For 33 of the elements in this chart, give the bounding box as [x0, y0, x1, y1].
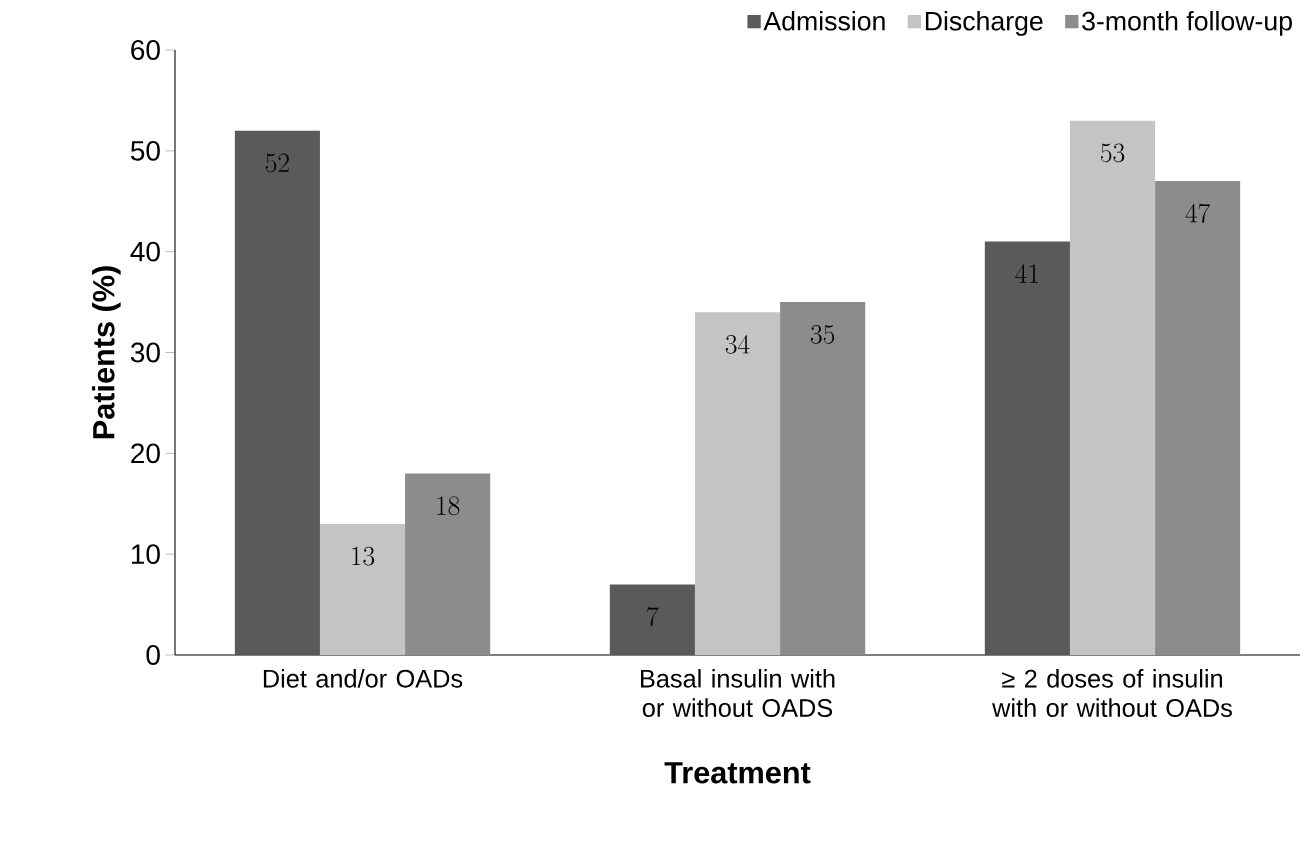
y-tick-label: 30 — [130, 342, 160, 363]
bar — [1069, 120, 1156, 655]
data-label: 41 — [1015, 264, 1038, 283]
x-tick-label: Basal insulin with or without OADS — [641, 669, 835, 717]
data-label: 47 — [1185, 203, 1211, 223]
y-tick-label: 40 — [130, 241, 160, 262]
y-tick-label: 50 — [130, 140, 160, 161]
bar — [609, 584, 695, 655]
bar — [780, 302, 866, 655]
bar — [984, 241, 1070, 655]
legend-label: Admission — [763, 10, 885, 31]
data-label: 52 — [265, 153, 289, 173]
bar — [1155, 181, 1241, 655]
bar — [319, 523, 406, 655]
x-axis-title: Treatment — [664, 762, 811, 784]
y-axis-title: Patients (%) — [92, 266, 121, 439]
data-label: 7 — [647, 606, 659, 627]
data-label: 18 — [437, 496, 460, 516]
x-tick-label: ≥ 2 doses of insulin with or without OADs — [992, 669, 1232, 717]
legend-label: Discharge — [925, 10, 1043, 36]
data-label: 13 — [352, 546, 375, 566]
data-label: 53 — [1100, 143, 1125, 163]
bar — [234, 130, 320, 655]
x-tick-label: Diet and/or OADs — [263, 669, 463, 688]
legend-label: 3-month follow-up — [1082, 10, 1292, 36]
bar — [694, 312, 781, 655]
bar — [405, 473, 491, 655]
y-tick-label: 60 — [131, 40, 160, 60]
data-label: 34 — [725, 334, 750, 354]
y-tick-label: 20 — [131, 443, 160, 464]
y-tick-label: 0 — [146, 645, 160, 665]
data-label: 35 — [810, 325, 835, 344]
y-tick-label: 10 — [131, 544, 160, 565]
